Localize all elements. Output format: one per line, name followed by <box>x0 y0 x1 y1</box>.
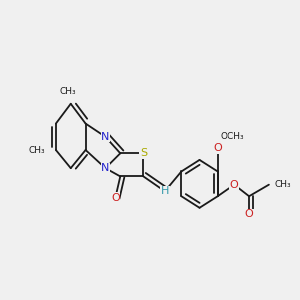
Text: N: N <box>101 163 110 173</box>
Text: O: O <box>213 143 222 153</box>
Text: CH₃: CH₃ <box>59 87 76 96</box>
Text: CH₃: CH₃ <box>29 146 46 154</box>
Text: OCH₃: OCH₃ <box>221 132 244 141</box>
Text: CH₃: CH₃ <box>275 180 292 189</box>
Text: O: O <box>230 180 239 190</box>
Text: O: O <box>245 209 254 219</box>
Text: H: H <box>161 186 169 196</box>
Text: N: N <box>101 132 110 142</box>
Text: S: S <box>140 148 147 158</box>
Text: O: O <box>111 193 120 203</box>
